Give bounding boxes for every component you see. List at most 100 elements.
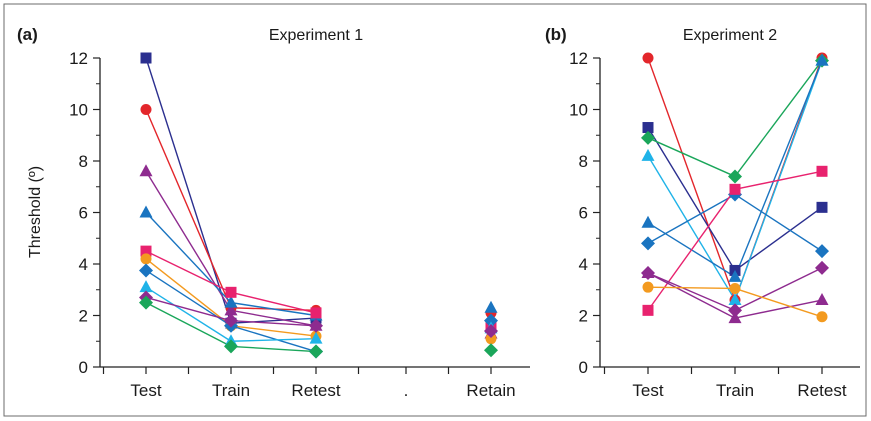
series-line bbox=[145, 57, 232, 324]
data-point bbox=[728, 293, 742, 306]
panel-b-label: (b) bbox=[545, 25, 567, 44]
data-point bbox=[729, 282, 741, 294]
series-line bbox=[734, 60, 823, 278]
series-line bbox=[734, 206, 823, 272]
data-point bbox=[816, 201, 828, 213]
data-point bbox=[139, 164, 153, 177]
x-tick-label: Retain bbox=[466, 381, 515, 400]
data-point bbox=[815, 244, 829, 259]
x-tick-label: . bbox=[404, 381, 409, 400]
figure-border bbox=[3, 3, 867, 417]
data-point bbox=[225, 286, 237, 298]
series-line bbox=[230, 309, 317, 327]
series-line bbox=[230, 291, 317, 314]
data-point bbox=[140, 253, 152, 265]
series-line bbox=[145, 286, 232, 342]
data-point bbox=[309, 331, 323, 344]
data-point bbox=[815, 260, 829, 275]
y-tick-label: 4 bbox=[79, 255, 88, 274]
data-point bbox=[484, 343, 498, 358]
series-line bbox=[734, 287, 823, 318]
data-point bbox=[484, 300, 498, 313]
series-line bbox=[647, 286, 736, 290]
data-point bbox=[309, 318, 323, 333]
data-point bbox=[140, 245, 152, 257]
y-tick-label: 12 bbox=[69, 49, 88, 68]
y-tick-label: 0 bbox=[79, 358, 88, 377]
series-line bbox=[647, 127, 736, 271]
series-line bbox=[647, 193, 736, 245]
data-point bbox=[224, 303, 238, 316]
x-tick-label: Retest bbox=[291, 381, 340, 400]
series-line bbox=[145, 109, 232, 309]
data-point bbox=[641, 236, 655, 251]
x-tick-label: Train bbox=[212, 381, 250, 400]
data-point bbox=[139, 205, 153, 218]
data-point bbox=[641, 148, 655, 161]
series-line bbox=[647, 188, 736, 311]
data-point bbox=[484, 323, 498, 338]
data-point bbox=[641, 266, 655, 279]
y-tick-label: 10 bbox=[569, 101, 588, 120]
x-tick-label: Retest bbox=[797, 381, 846, 400]
data-point bbox=[641, 215, 655, 228]
series-line bbox=[647, 137, 736, 178]
y-tick-label: 6 bbox=[579, 204, 588, 223]
data-point bbox=[642, 281, 654, 293]
data-point bbox=[815, 53, 829, 66]
y-axis-label: Threshold (º) bbox=[27, 166, 44, 258]
data-point bbox=[641, 130, 655, 145]
data-point bbox=[642, 52, 654, 64]
series-line bbox=[734, 267, 823, 311]
panel-a-title: Experiment 1 bbox=[269, 27, 363, 44]
data-point bbox=[729, 183, 741, 195]
series-line bbox=[230, 345, 317, 353]
data-point bbox=[139, 263, 153, 278]
data-point bbox=[816, 311, 828, 323]
data-point bbox=[728, 269, 742, 282]
series-line bbox=[734, 193, 823, 252]
data-point bbox=[140, 52, 152, 64]
panel-b-plot: 0 2 4 6 8 10 12 Test Train Retest bbox=[569, 49, 860, 400]
data-point bbox=[728, 169, 742, 184]
panel-a-plot: 0 2 4 6 8 10 12 Test Train Retest. Retain bbox=[69, 49, 530, 400]
panel-a-label: (a) bbox=[17, 25, 38, 44]
data-point bbox=[139, 295, 153, 310]
data-point bbox=[642, 304, 654, 316]
series-line bbox=[230, 325, 317, 337]
series-line bbox=[145, 296, 232, 322]
series-line bbox=[734, 60, 823, 177]
x-tick-label: Test bbox=[130, 381, 161, 400]
x-tick-label: Train bbox=[716, 381, 754, 400]
series-line bbox=[647, 272, 736, 311]
data-point bbox=[224, 295, 238, 308]
y-tick-label: 6 bbox=[79, 204, 88, 223]
data-point bbox=[484, 313, 498, 328]
series-line bbox=[230, 319, 317, 327]
series-line bbox=[145, 302, 232, 348]
series-line bbox=[734, 299, 823, 319]
y-tick-label: 8 bbox=[579, 152, 588, 171]
y-tick-label: 0 bbox=[579, 358, 588, 377]
data-point bbox=[224, 339, 238, 354]
data-point bbox=[224, 313, 238, 328]
y-tick-label: 2 bbox=[79, 307, 88, 326]
y-tick-label: 12 bbox=[569, 49, 588, 68]
y-tick-label: 4 bbox=[579, 255, 588, 274]
data-point bbox=[485, 333, 497, 345]
data-point bbox=[310, 307, 322, 319]
data-point bbox=[728, 311, 742, 324]
y-tick-label: 10 bbox=[69, 101, 88, 120]
data-point bbox=[140, 104, 152, 115]
data-point bbox=[309, 344, 323, 359]
y-tick-label: 2 bbox=[579, 307, 588, 326]
series-line bbox=[145, 258, 232, 327]
series-line bbox=[230, 325, 317, 353]
series-line bbox=[230, 301, 317, 317]
panel-b-title: Experiment 2 bbox=[683, 27, 777, 44]
data-point bbox=[816, 165, 828, 177]
series-line bbox=[145, 250, 232, 293]
y-tick-label: 8 bbox=[79, 152, 88, 171]
